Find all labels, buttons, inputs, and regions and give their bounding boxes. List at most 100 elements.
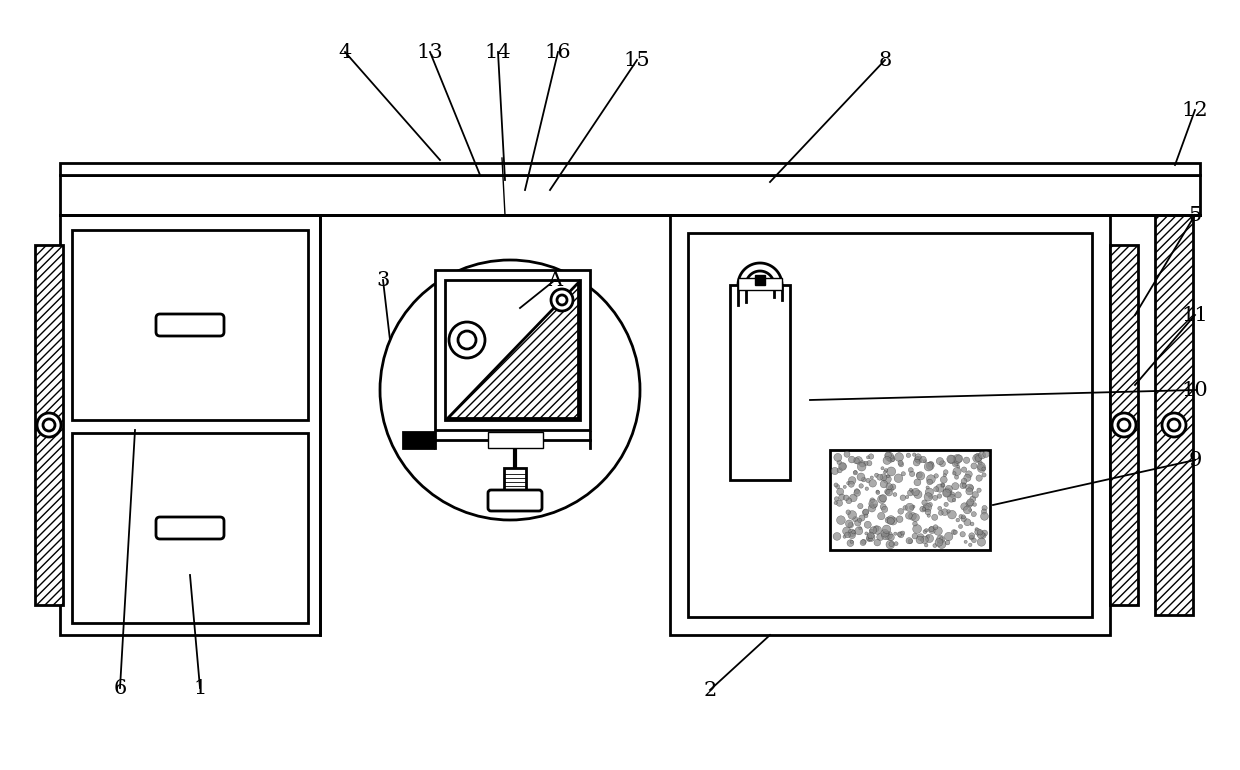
Text: 15: 15 [624, 51, 650, 69]
Circle shape [911, 505, 915, 508]
Circle shape [924, 493, 932, 501]
Circle shape [870, 498, 874, 503]
Circle shape [897, 516, 903, 523]
Circle shape [966, 500, 972, 507]
Circle shape [957, 465, 960, 468]
Circle shape [955, 492, 961, 498]
Circle shape [929, 527, 934, 532]
Circle shape [935, 538, 942, 546]
Circle shape [557, 295, 567, 305]
Circle shape [835, 497, 838, 501]
Circle shape [923, 507, 925, 511]
Circle shape [843, 527, 851, 535]
Bar [435, 270, 590, 430]
Circle shape [857, 473, 864, 480]
Circle shape [916, 472, 923, 478]
Circle shape [978, 452, 986, 459]
Circle shape [857, 462, 866, 471]
Circle shape [929, 527, 936, 534]
Circle shape [880, 474, 887, 480]
Circle shape [915, 457, 923, 464]
Circle shape [952, 471, 956, 475]
Text: 13: 13 [417, 42, 444, 62]
Circle shape [975, 529, 981, 535]
Bar [738, 278, 782, 290]
Circle shape [888, 485, 894, 491]
Circle shape [862, 477, 866, 482]
Circle shape [849, 494, 857, 502]
Circle shape [931, 514, 937, 521]
Circle shape [929, 495, 932, 498]
Circle shape [934, 527, 942, 535]
Circle shape [934, 474, 939, 478]
Circle shape [837, 516, 846, 524]
Circle shape [961, 503, 968, 511]
Bar [670, 215, 1110, 635]
Circle shape [833, 533, 841, 541]
Circle shape [867, 460, 872, 466]
Circle shape [869, 499, 878, 508]
Circle shape [967, 499, 973, 506]
Circle shape [970, 522, 973, 526]
Circle shape [836, 500, 843, 507]
Circle shape [854, 490, 861, 497]
Circle shape [843, 495, 849, 500]
Circle shape [941, 484, 945, 487]
Circle shape [853, 470, 857, 475]
Circle shape [955, 475, 959, 479]
Circle shape [847, 481, 851, 485]
Circle shape [939, 511, 944, 515]
Circle shape [852, 530, 856, 534]
Circle shape [885, 517, 892, 524]
Bar [688, 233, 1092, 617]
Circle shape [913, 521, 918, 526]
Circle shape [947, 455, 955, 463]
Text: 8: 8 [878, 51, 892, 69]
Circle shape [906, 537, 913, 544]
Circle shape [843, 535, 846, 538]
Circle shape [867, 456, 869, 459]
Circle shape [911, 488, 919, 496]
Circle shape [853, 517, 858, 522]
Circle shape [923, 504, 931, 512]
Circle shape [890, 458, 895, 462]
Circle shape [940, 477, 947, 484]
Circle shape [975, 454, 982, 461]
Circle shape [869, 527, 877, 534]
Bar [730, 285, 790, 480]
Bar [830, 450, 990, 550]
Circle shape [846, 498, 852, 504]
Circle shape [982, 467, 986, 470]
Circle shape [882, 529, 889, 537]
Circle shape [848, 532, 856, 539]
Circle shape [844, 532, 851, 537]
Circle shape [880, 504, 887, 510]
Circle shape [875, 490, 879, 494]
Circle shape [971, 463, 977, 469]
Circle shape [981, 512, 988, 521]
Circle shape [952, 467, 961, 476]
Circle shape [879, 494, 887, 502]
Bar [489, 432, 543, 448]
FancyBboxPatch shape [156, 517, 224, 539]
Circle shape [837, 460, 842, 464]
Circle shape [971, 511, 976, 517]
Circle shape [956, 518, 960, 522]
Circle shape [955, 455, 962, 462]
Circle shape [885, 541, 894, 549]
Circle shape [868, 537, 873, 541]
Bar [72, 433, 308, 623]
Circle shape [853, 458, 859, 464]
Circle shape [1162, 413, 1185, 437]
Bar [503, 468, 526, 490]
Circle shape [976, 475, 982, 481]
Circle shape [37, 413, 61, 437]
Circle shape [859, 484, 863, 488]
Bar [72, 230, 308, 420]
Circle shape [981, 530, 987, 536]
Circle shape [910, 490, 914, 493]
Circle shape [844, 451, 849, 457]
Circle shape [960, 482, 966, 489]
Circle shape [909, 512, 916, 521]
Circle shape [43, 419, 55, 431]
